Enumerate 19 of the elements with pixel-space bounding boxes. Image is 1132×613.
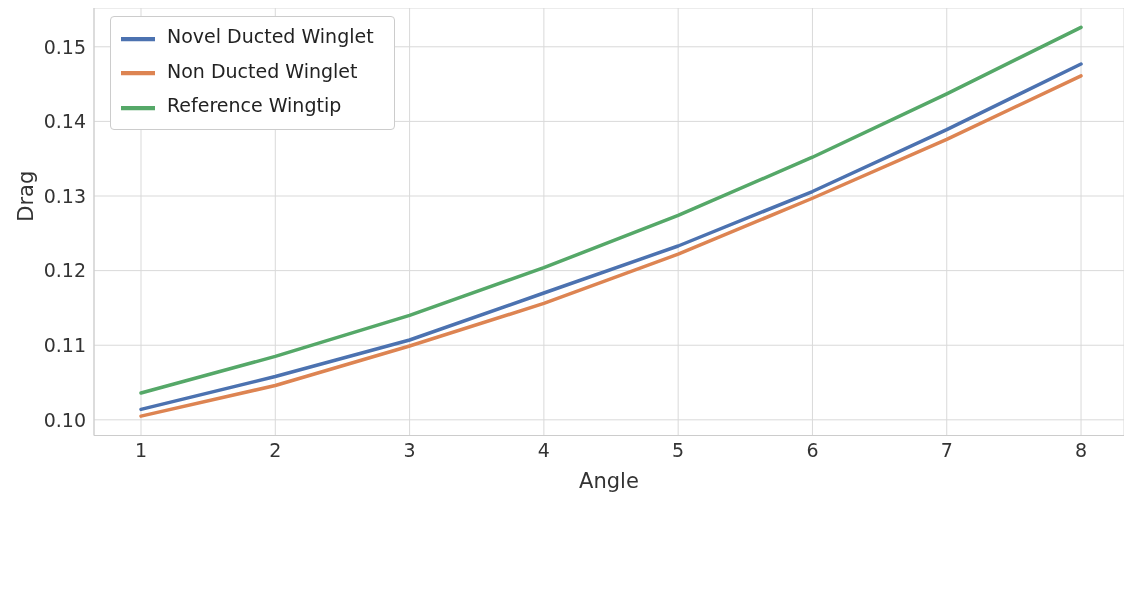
y-tick-label: 0.13 (43, 184, 86, 207)
x-tick-label: 3 (403, 438, 416, 461)
y-tick-label: 0.14 (43, 110, 86, 133)
x-tick-label: 4 (537, 438, 550, 461)
x-tick-label: 1 (134, 438, 148, 461)
x-tick-label: 7 (940, 438, 953, 461)
x-tick-label: 5 (672, 438, 685, 461)
legend-label: Novel Ducted Winglet (167, 25, 374, 47)
y-tick-label: 0.10 (43, 408, 86, 431)
y-tick-label: 0.12 (43, 259, 86, 282)
y-tick-label: 0.11 (43, 333, 86, 356)
x-tick-label: 2 (269, 438, 282, 461)
y-tick-label: 0.15 (43, 35, 86, 58)
y-axis-title: Drag (14, 170, 39, 222)
x-tick-label: 8 (1074, 438, 1088, 461)
legend-label: Non Ducted Winglet (167, 59, 358, 82)
legend-label: Reference Wingtip (167, 94, 342, 116)
x-tick-label: 6 (806, 438, 819, 461)
x-axis-title: Angle (579, 468, 639, 493)
